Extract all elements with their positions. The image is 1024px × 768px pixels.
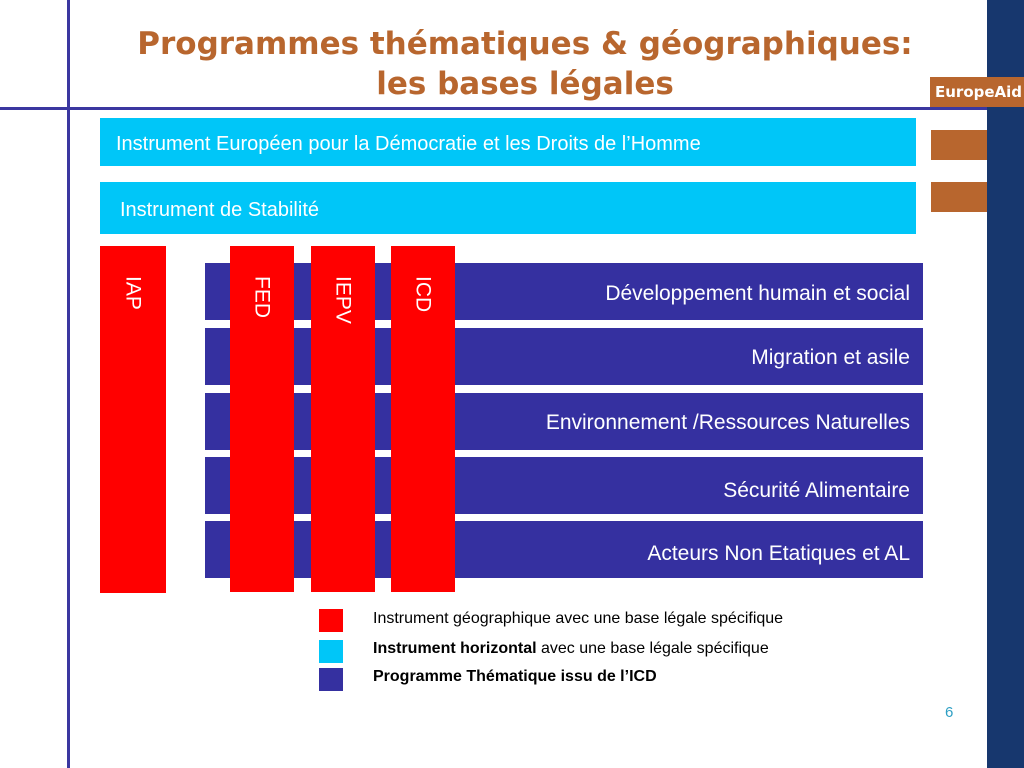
legend-text-horizontal: Instrument horizontal avec une base léga… — [373, 640, 769, 658]
geographic-instrument-bar-icd: ICD — [391, 246, 455, 592]
geographic-instrument-label-icd: ICD — [411, 276, 435, 313]
legend-text-thematic: Programme Thématique issu de l’ICD — [373, 668, 657, 686]
europeaid-logo: EuropeAid — [930, 77, 1024, 107]
vertical-rule-line — [67, 0, 70, 768]
geographic-instrument-bar-iepv: IEPV — [311, 246, 375, 592]
legend-swatch-geographic — [319, 609, 343, 632]
geographic-instrument-label-iap: IAP — [121, 276, 145, 310]
legend-geographic-label: Instrument géographique avec une base lé… — [373, 610, 784, 627]
horizontal-instrument-bar-stabilite: Instrument de Stabilité — [100, 182, 916, 234]
geographic-instrument-label-iepv: IEPV — [331, 276, 355, 324]
horizontal-rule-line — [0, 107, 990, 110]
legend-swatch-horizontal — [319, 640, 343, 663]
page-number: 6 — [945, 704, 954, 721]
geographic-instrument-bar-iap: IAP — [100, 246, 166, 593]
legend-swatch-thematic — [319, 668, 343, 691]
navy-side-band — [987, 0, 1024, 768]
geographic-instrument-label-fed: FED — [250, 276, 274, 318]
side-tab-2 — [931, 182, 987, 212]
legend-text-geographic: Instrument géographique avec une base lé… — [373, 610, 783, 628]
slide-title-line-2: les bases légales — [376, 66, 674, 102]
geographic-instrument-bar-fed: FED — [230, 246, 294, 592]
legend-horizontal-label: avec une base légale spécifique — [536, 640, 769, 657]
legend-thematic-bold-label: Programme Thématique issu de l’ICD — [373, 668, 657, 685]
slide-title: Programmes thématiques & géographiques: … — [80, 24, 970, 104]
slide-title-line-1: Programmes thématiques & géographiques: — [137, 26, 913, 62]
side-tab-1 — [931, 130, 987, 160]
legend-horizontal-bold-label: Instrument horizontal — [373, 640, 537, 657]
horizontal-instrument-bar-iedddh: Instrument Européen pour la Démocratie e… — [100, 118, 916, 166]
